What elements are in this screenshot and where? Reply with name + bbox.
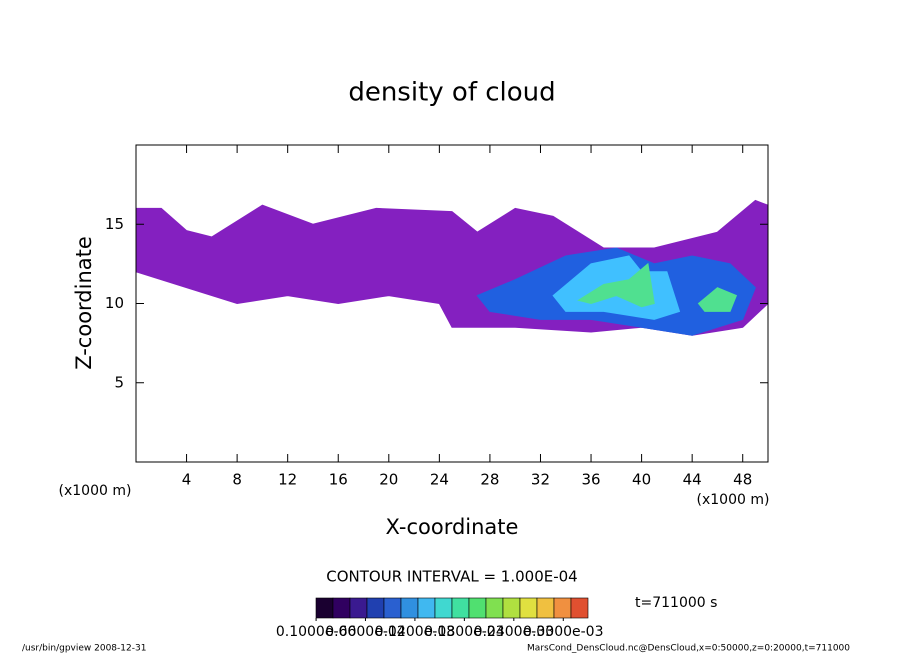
contour-interval: CONTOUR INTERVAL = 1.000E-04 <box>326 568 577 586</box>
y-tick-label: 5 <box>114 373 124 391</box>
colorbar-swatch <box>536 597 555 619</box>
density-region <box>577 262 655 308</box>
footer-left: /usr/bin/gpview 2008-12-31 <box>22 644 146 654</box>
x-tick-label: 20 <box>379 471 398 489</box>
colorbar-label: 0.1800e-03 <box>424 624 504 640</box>
colorbar-swatch <box>485 597 504 619</box>
colorbar-swatch <box>366 597 385 619</box>
y-tick-label: 10 <box>105 294 124 312</box>
colorbar-label: 0.1000e-06 <box>276 624 357 640</box>
density-region <box>697 287 738 312</box>
x-tick-label: 4 <box>182 471 192 489</box>
x-tick-label: 12 <box>278 471 297 489</box>
time-label: t=711000 s <box>635 595 717 611</box>
footer-right: MarsCond_DensCloud.nc@DensCloud,x=0:5000… <box>527 644 850 654</box>
colorbar-label: 0.3000e-03 <box>523 624 603 640</box>
x-tick-label: 44 <box>683 471 702 489</box>
colorbar-label: 0.6000e-04 <box>325 624 406 640</box>
colorbar-swatch <box>553 597 572 619</box>
y-axis-label: Z-coordinate <box>72 236 96 370</box>
x-tick-label: 8 <box>232 471 242 489</box>
colorbar-swatch <box>332 597 351 619</box>
x-unit-label: (x1000 m) <box>697 492 770 508</box>
x-tick-label: 16 <box>329 471 348 489</box>
x-axis-label: X-coordinate <box>386 515 519 539</box>
colorbar-swatch <box>570 597 589 619</box>
chart-title: density of cloud <box>348 78 555 108</box>
colorbar-swatch <box>383 597 402 619</box>
colorbar-swatch <box>451 597 470 619</box>
colorbar-label: 0.1200e-03 <box>375 624 455 640</box>
colorbar-swatch <box>434 597 453 619</box>
x-tick-label: 40 <box>632 471 651 489</box>
x-tick-label: 28 <box>480 471 499 489</box>
x-unit-label: (x1000 m) <box>59 483 132 499</box>
colorbar-swatch <box>349 597 368 619</box>
colorbar-swatch <box>502 597 521 619</box>
y-tick-label: 15 <box>105 215 124 233</box>
colorbar-label: 0.2400e-03 <box>474 624 554 640</box>
x-tick-label: 32 <box>531 471 550 489</box>
x-tick-label: 24 <box>430 471 449 489</box>
colorbar-swatch <box>417 597 436 619</box>
x-tick-label: 48 <box>733 471 752 489</box>
colorbar-swatch <box>468 597 487 619</box>
colorbar-swatch <box>315 597 334 619</box>
colorbar-swatch <box>400 597 419 619</box>
x-tick-label: 36 <box>581 471 600 489</box>
colorbar-swatch <box>519 597 538 619</box>
